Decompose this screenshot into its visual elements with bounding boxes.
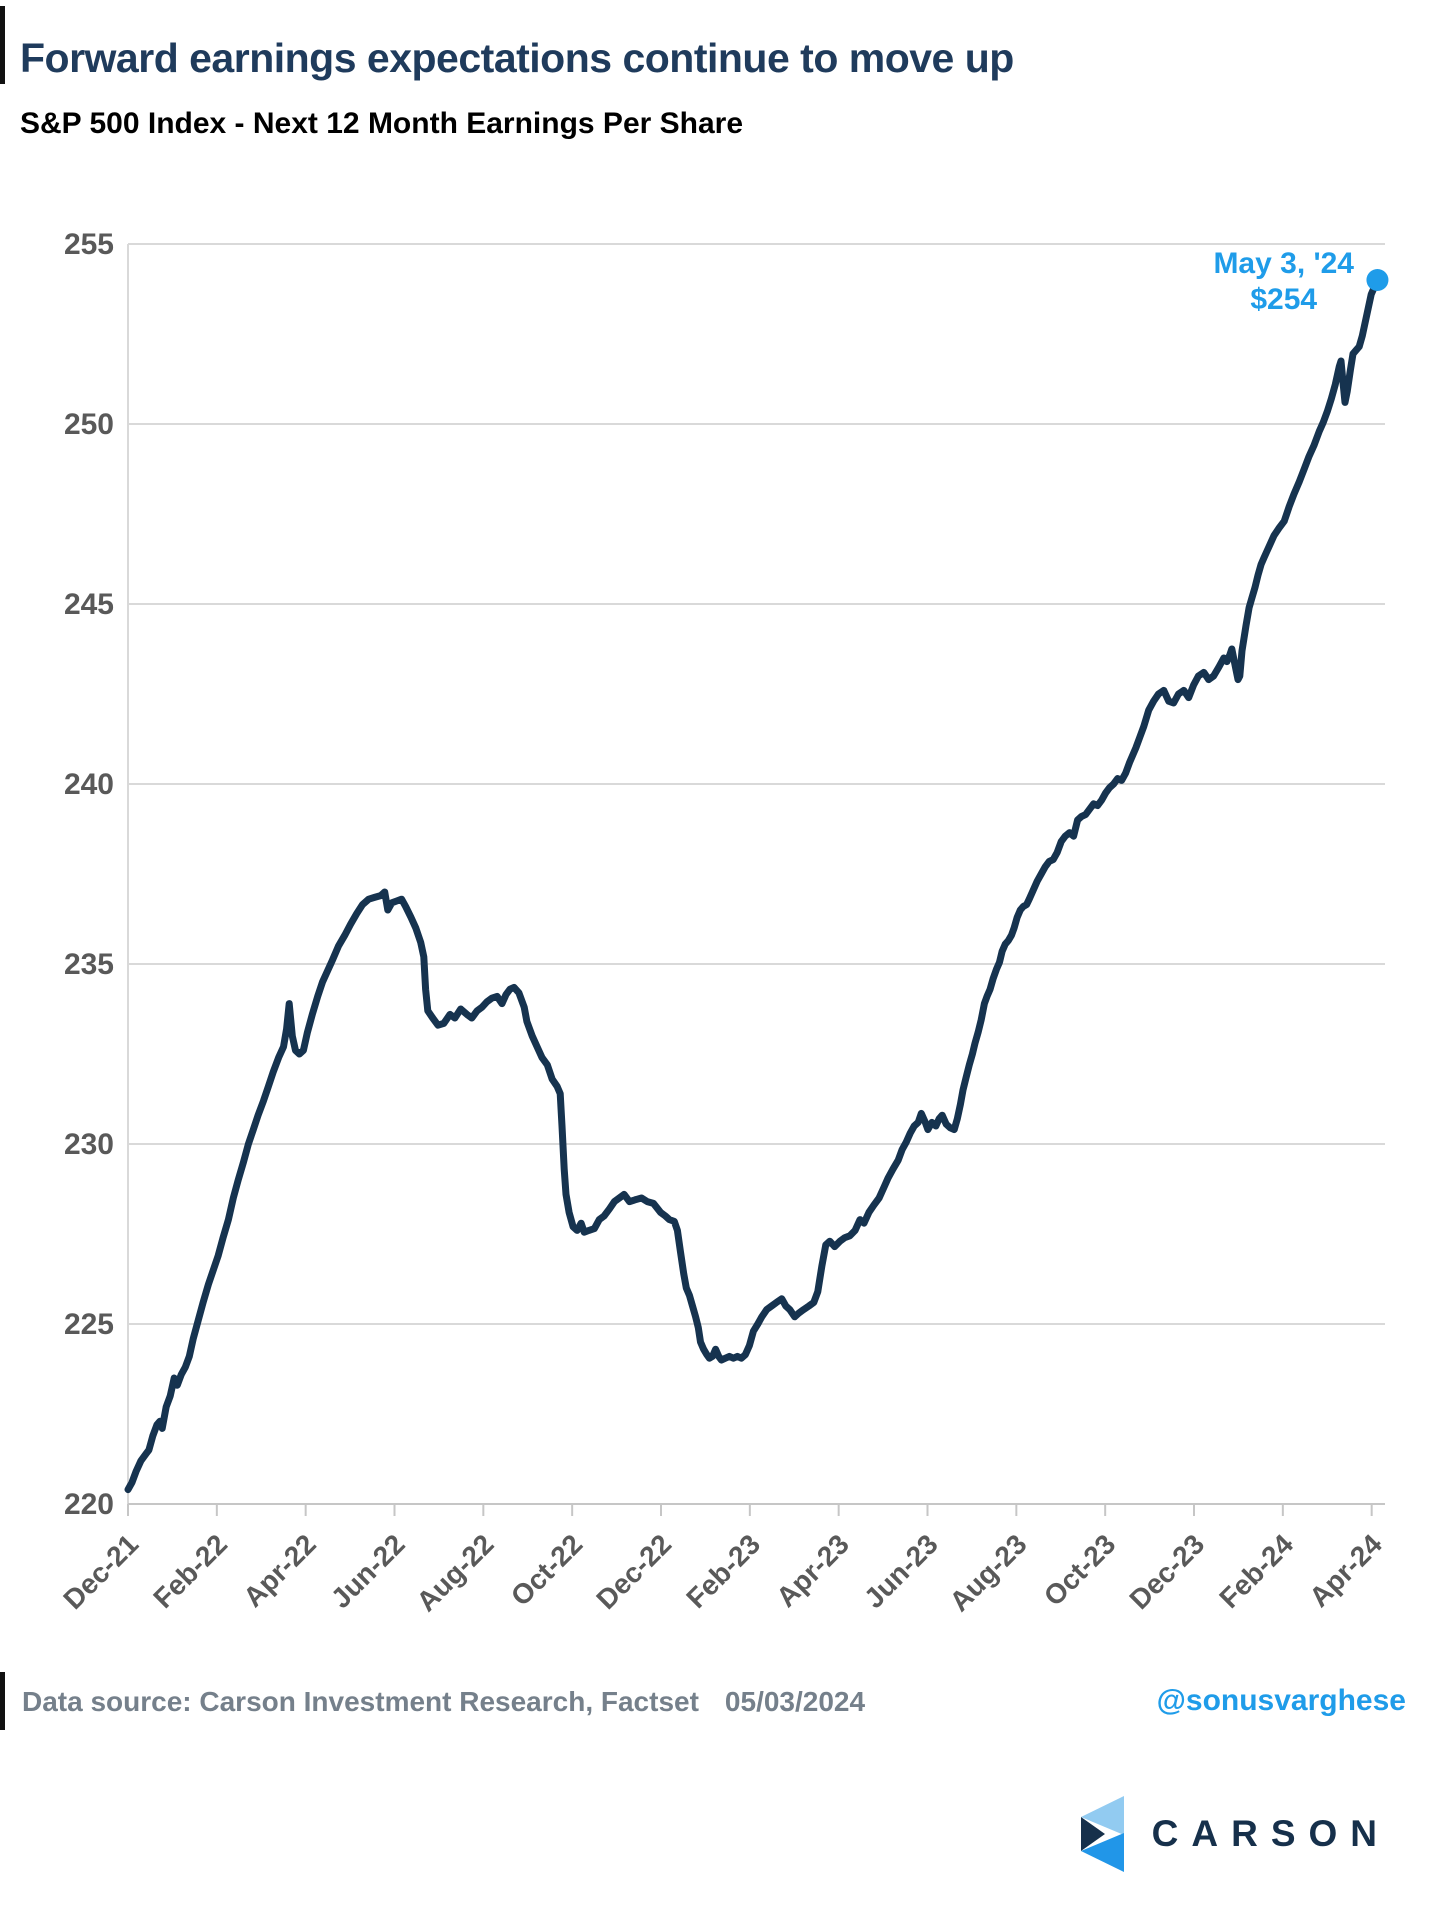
x-axis-tick-label: Feb-22 — [147, 1528, 233, 1614]
x-axis-tick-label: Jun-23 — [858, 1528, 944, 1614]
eps-line-series — [124, 276, 1381, 1494]
title-accent-bar — [0, 6, 5, 84]
x-axis-tick-label: Dec-21 — [57, 1528, 144, 1615]
y-axis-tick-label: 235 — [64, 948, 114, 981]
y-axis-tick-label: 225 — [64, 1308, 114, 1341]
carson-logo: CARSON — [1078, 1796, 1390, 1872]
annotation-date: May 3, '24 — [1213, 247, 1354, 280]
x-axis-tick-label: Feb-24 — [1213, 1528, 1299, 1614]
last-point-marker — [1366, 269, 1389, 291]
y-axis-tick-label: 250 — [64, 408, 114, 441]
chart-subtitle: S&P 500 Index - Next 12 Month Earnings P… — [20, 106, 744, 140]
x-axis-tick-label: Apr-23 — [770, 1528, 855, 1613]
x-axis-tick-label: Aug-23 — [944, 1528, 1033, 1617]
x-axis-tick-label: Feb-23 — [680, 1528, 766, 1614]
x-axis-tick-label: Dec-22 — [590, 1528, 677, 1615]
carson-logo-icon — [1080, 1796, 1124, 1872]
y-axis-tick-label: 240 — [64, 768, 114, 801]
y-axis-tick-label: 255 — [64, 228, 114, 261]
x-axis-tick-label: Aug-22 — [411, 1528, 500, 1617]
annotation-value: $254 — [1250, 283, 1318, 316]
twitter-handle[interactable]: @sonusvarghese — [1156, 1684, 1406, 1717]
x-axis-tick-label: Apr-22 — [237, 1528, 322, 1613]
x-axis-tick-label: Jun-22 — [325, 1528, 411, 1614]
page-title: Forward earnings expectations continue t… — [20, 35, 1014, 82]
y-axis-tick-label: 245 — [64, 588, 114, 621]
x-axis-tick-label: Oct-22 — [505, 1528, 589, 1612]
y-axis-tick-label: 230 — [64, 1128, 114, 1161]
x-axis-tick-label: Oct-23 — [1038, 1528, 1122, 1612]
carson-logo-text: CARSON — [1151, 1813, 1390, 1854]
y-axis-tick-label: 220 — [64, 1488, 114, 1521]
data-source-text: Data source: Carson Investment Research,… — [22, 1686, 865, 1718]
data-source-date: 05/03/2024 — [724, 1686, 866, 1717]
data-source-label: Data source: Carson Investment Research,… — [22, 1686, 699, 1717]
footer-accent-bar — [0, 1672, 5, 1730]
x-axis-tick-label: Dec-23 — [1123, 1528, 1210, 1615]
last-point-annotation: May 3, '24 $254 — [1213, 246, 1354, 318]
x-axis-tick-label: Apr-24 — [1303, 1528, 1388, 1613]
